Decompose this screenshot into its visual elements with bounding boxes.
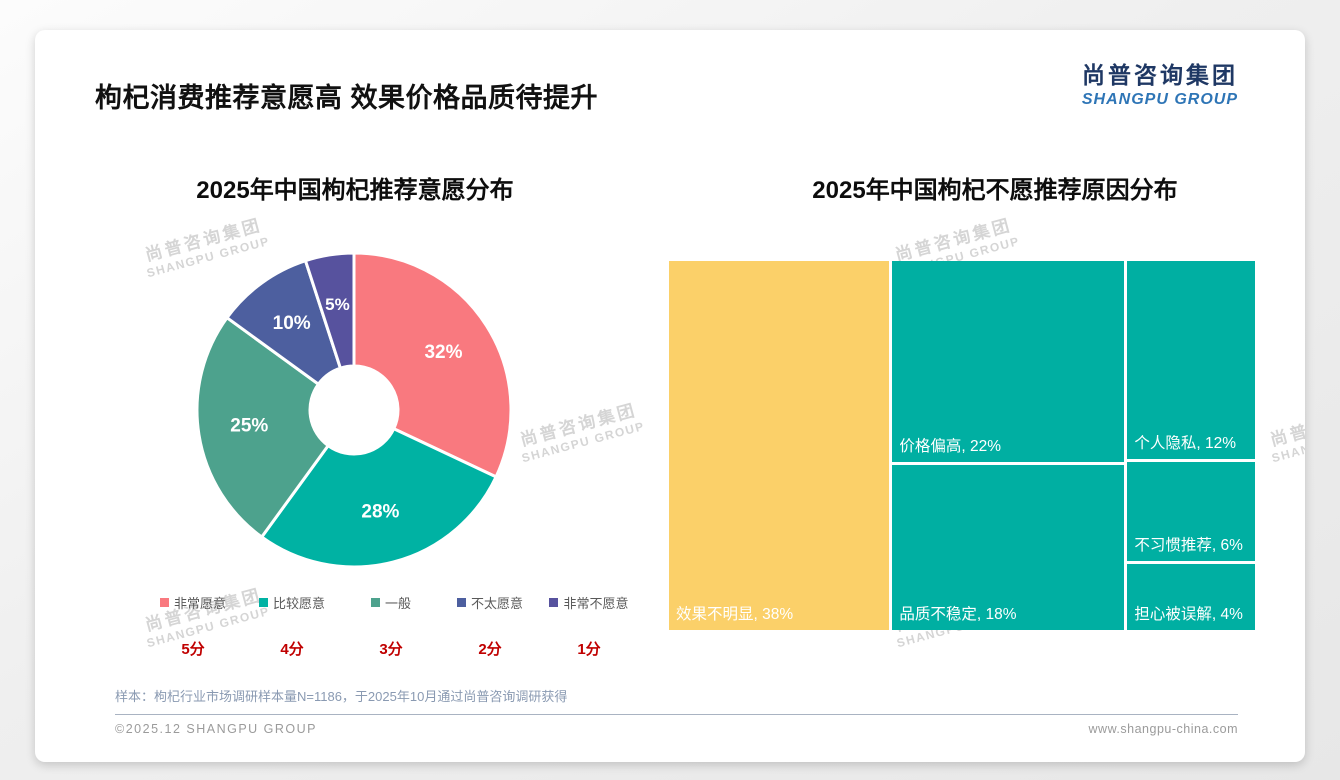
donut-slice-label: 25% bbox=[230, 416, 268, 437]
donut-slice-比较愿意 bbox=[260, 427, 498, 569]
legend-swatch bbox=[258, 598, 268, 607]
donut-chart: 32% 28% 25% 10% 5% bbox=[195, 251, 513, 569]
slide-card: 尚普咨询集团 SHANGPU GROUP 尚普咨询集团 SHANGPU GROUP 尚普… bbox=[35, 30, 1305, 762]
treemap-cell-label: 品质不稳定, 18% bbox=[899, 605, 1017, 623]
brand-logo-chinese: 尚普咨询集团 bbox=[1082, 62, 1238, 88]
treemap-cell-价格偏高: 价格偏高, 22% bbox=[892, 261, 1125, 463]
treemap-cell-品质不稳定: 品质不稳定, 18% bbox=[892, 465, 1125, 630]
legend-label: 非常不愿意 bbox=[563, 596, 629, 611]
donut-slice-label: 32% bbox=[424, 342, 462, 363]
legend-score: 1分 bbox=[577, 641, 601, 658]
treemap-cell-个人隐私: 个人隐私, 12% bbox=[1127, 261, 1255, 459]
treemap-chart-title: 2025年中国枸杞不愿推荐原因分布 bbox=[812, 177, 1178, 204]
brand-logo: 尚普咨询集团 SHANGPU GROUP bbox=[1082, 56, 1238, 109]
legend-swatch bbox=[549, 598, 559, 607]
legend-score: 2分 bbox=[478, 641, 502, 658]
footer-copyright: ©2025.12 SHANGPU GROUP bbox=[115, 722, 317, 736]
donut-slice-非常愿意 bbox=[352, 251, 513, 479]
treemap-cell-label: 担心被误解, 4% bbox=[1134, 606, 1243, 623]
legend-entry: 比较愿意 4分 bbox=[244, 593, 340, 659]
legend-label: 比较愿意 bbox=[272, 596, 325, 611]
sample-note: 样本：枸杞行业市场调研样本量N=1186，于2025年10月通过尚普咨询调研获得 bbox=[115, 689, 568, 704]
treemap-cell-label: 效果不明显, 38% bbox=[676, 606, 794, 623]
legend-swatch bbox=[370, 598, 380, 607]
treemap-cell-label: 个人隐私, 12% bbox=[1134, 435, 1237, 452]
legend-label: 不太愿意 bbox=[470, 596, 523, 611]
legend-entry: 不太愿意 2分 bbox=[442, 593, 538, 659]
legend-score: 5分 bbox=[181, 641, 205, 658]
donut-slice-一般 bbox=[195, 316, 330, 539]
legend-label: 非常愿意 bbox=[173, 596, 226, 611]
donut-slice-label: 5% bbox=[325, 295, 350, 314]
legend-swatch bbox=[159, 598, 169, 607]
brand-logo-english: SHANGPU GROUP bbox=[1081, 91, 1238, 108]
footer-divider bbox=[115, 714, 1238, 715]
donut-slice-非常不愿意 bbox=[303, 251, 356, 370]
footer-website: www.shangpu-china.com bbox=[1088, 722, 1238, 736]
treemap-cell-担心被误解: 担心被误解, 4% bbox=[1127, 564, 1255, 630]
legend-label: 一般 bbox=[384, 596, 411, 611]
treemap-cell-不习惯推荐: 不习惯推荐, 6% bbox=[1127, 462, 1255, 561]
treemap-cell-label: 价格偏高, 22% bbox=[899, 438, 1002, 456]
treemap-chart: 效果不明显, 38% 价格偏高, 22% 品质不稳定, 18% 个人隐私, 12% 不习… bbox=[669, 261, 1255, 630]
treemap-cell-label: 不习惯推荐, 6% bbox=[1134, 537, 1243, 554]
donut-legend: 非常愿意 5分 比较愿意 4分 一般 3分 不太愿意 2分 非常不愿意 1分 bbox=[145, 593, 637, 659]
legend-entry: 非常不愿意 1分 bbox=[541, 593, 637, 659]
donut-slice-label: 28% bbox=[361, 502, 399, 523]
donut-chart-title: 2025年中国枸杞推荐意愿分布 bbox=[196, 177, 514, 204]
legend-entry: 非常愿意 5分 bbox=[145, 593, 241, 659]
page-title: 枸杞消费推荐意愿高 效果价格品质待提升 bbox=[95, 83, 599, 113]
legend-swatch bbox=[456, 598, 466, 607]
donut-slice-label: 10% bbox=[273, 313, 311, 334]
legend-score: 3分 bbox=[379, 641, 403, 658]
legend-score: 4分 bbox=[280, 641, 304, 658]
treemap-cell-效果不明显: 效果不明显, 38% bbox=[669, 261, 890, 630]
legend-entry: 一般 3分 bbox=[343, 593, 439, 659]
